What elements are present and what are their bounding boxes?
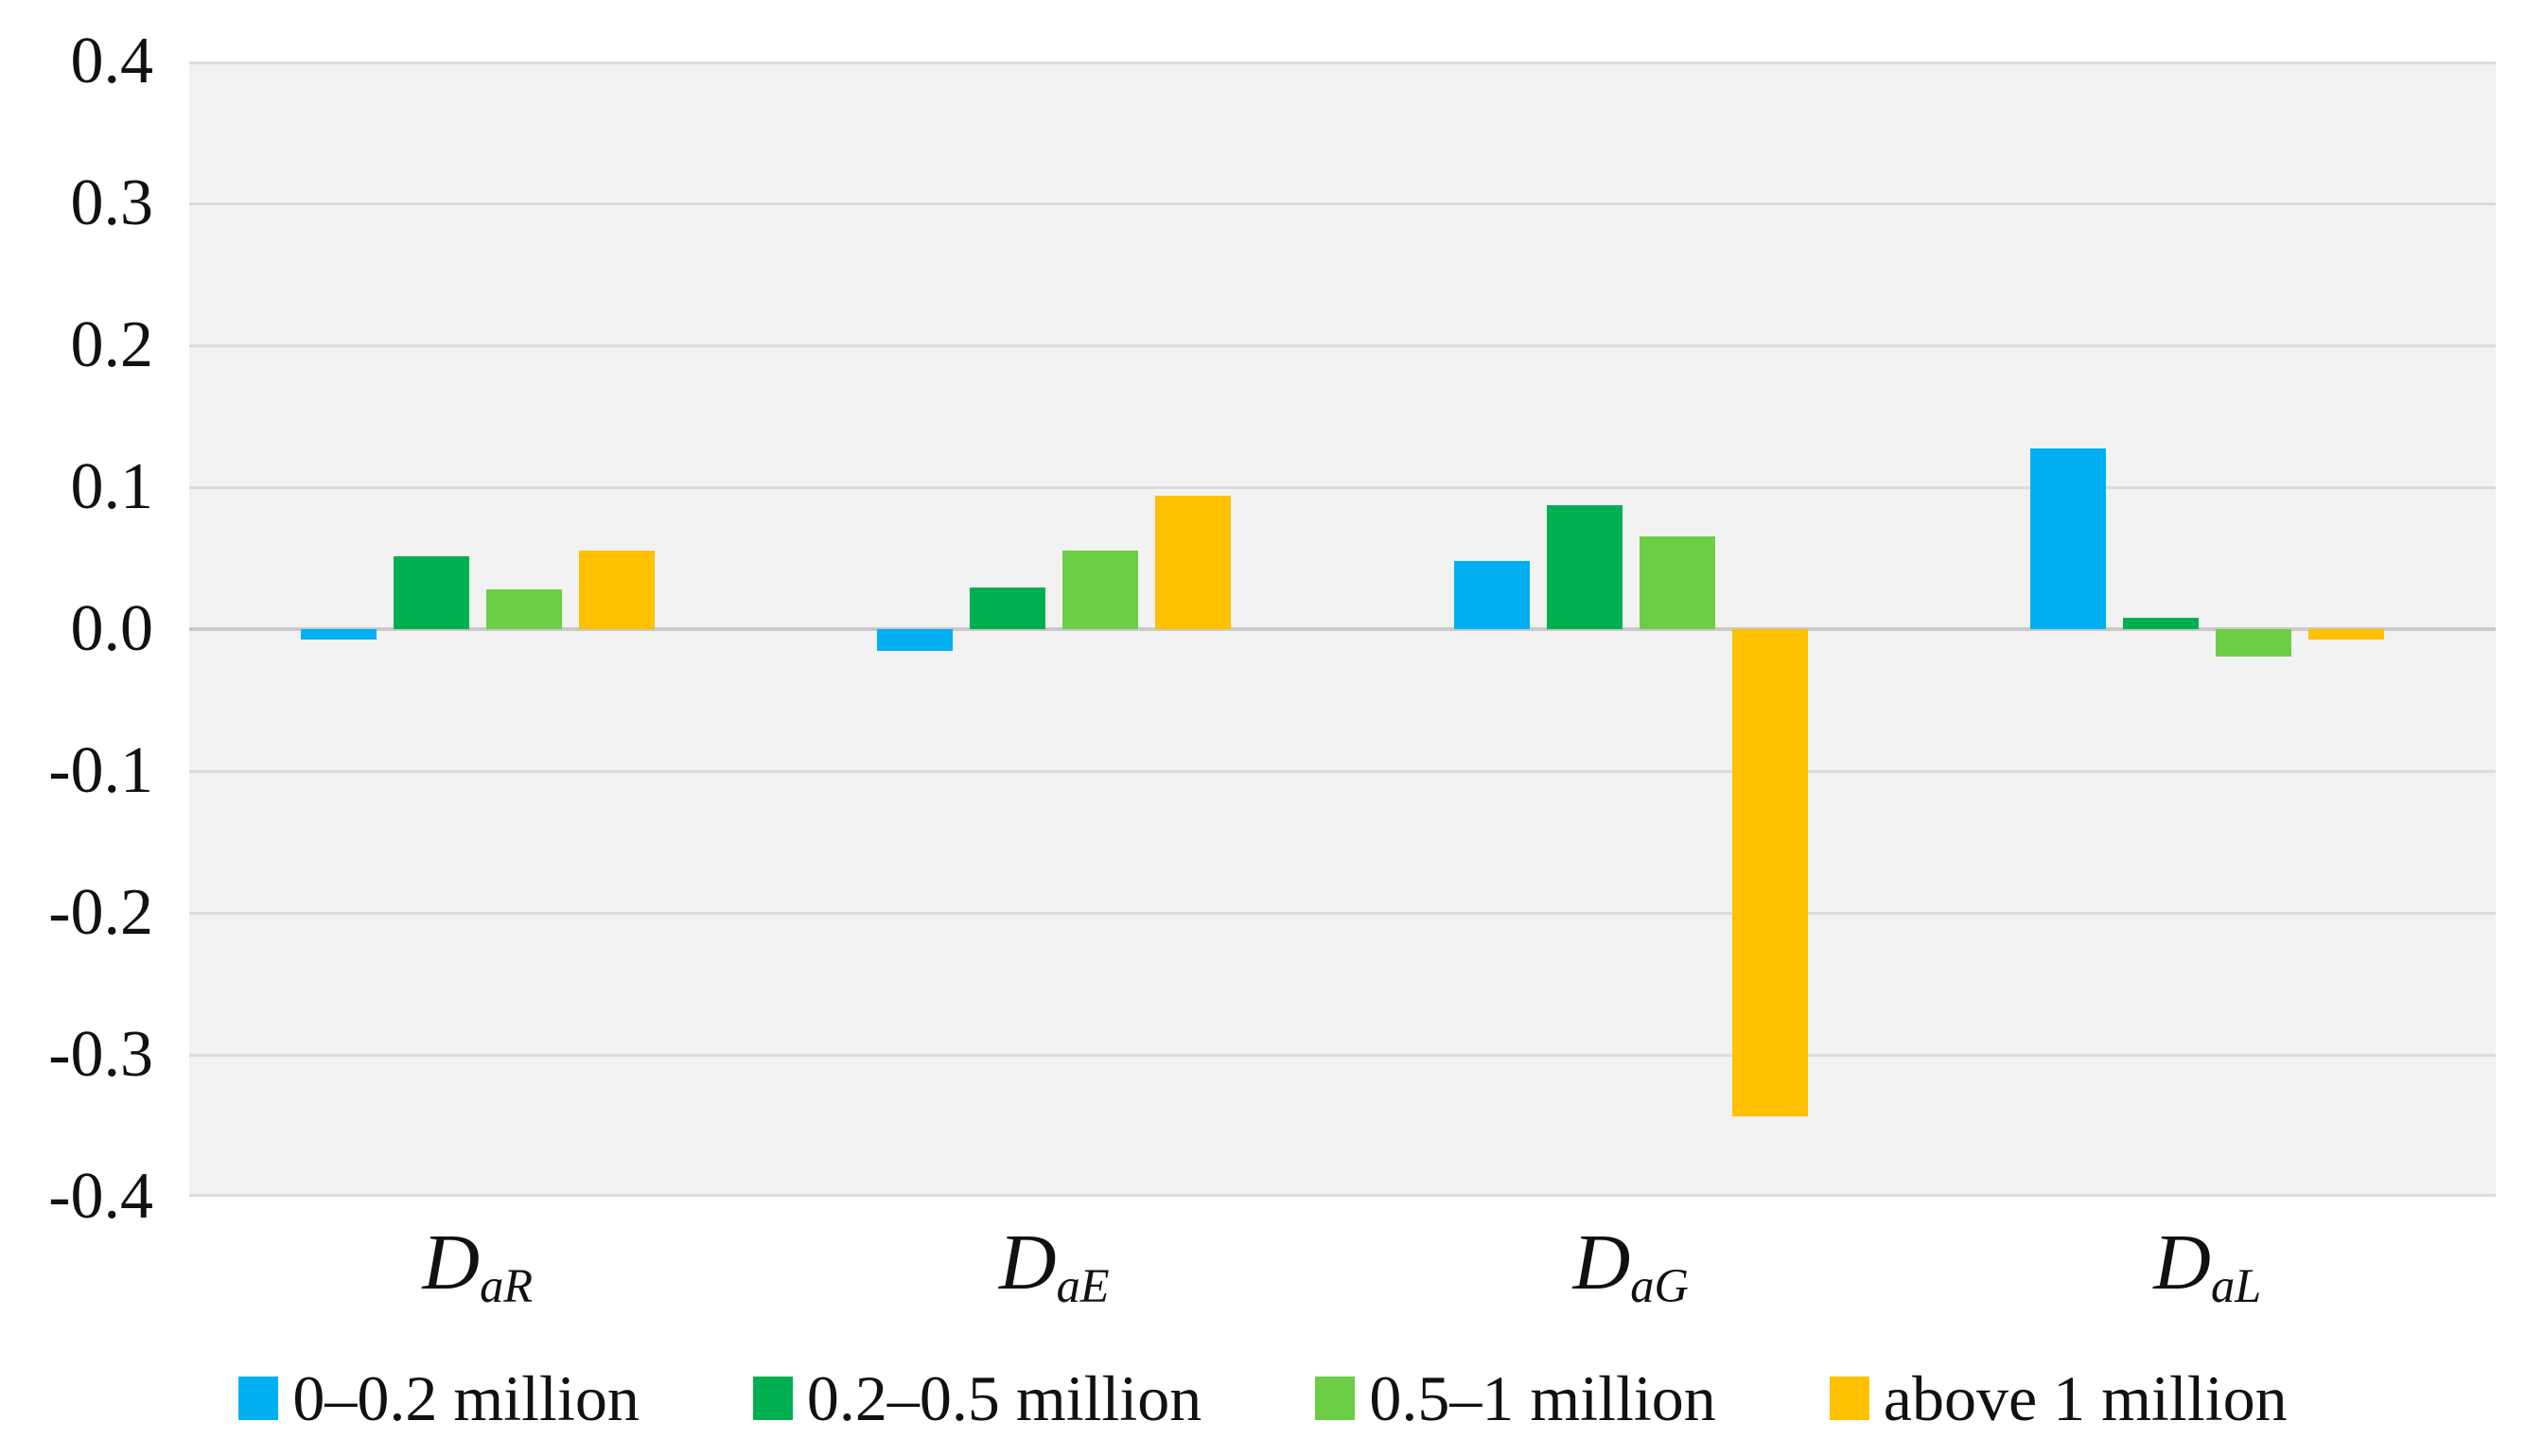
legend-label: 0–0.2 million <box>292 1362 640 1434</box>
x-axis-category-label: DaR <box>422 1223 533 1310</box>
y-axis-tick-label: 0.4 <box>70 25 154 97</box>
legend-swatch <box>238 1377 279 1420</box>
x-axis-category-label: DaG <box>1573 1223 1689 1310</box>
plot-area <box>189 61 2496 1197</box>
y-axis-tick-label: 0.2 <box>70 308 154 381</box>
bar-series2-cat3 <box>1547 505 1623 629</box>
gridline <box>189 485 2496 489</box>
zero-gridline <box>189 627 2496 631</box>
bar-series2-cat4 <box>2123 618 2199 629</box>
legend-label: 0.2–0.5 million <box>806 1362 1202 1434</box>
y-axis-tick-label: -0.4 <box>48 1160 153 1233</box>
bar-series4-cat1 <box>579 551 655 629</box>
bar-series1-cat1 <box>301 629 377 640</box>
category-label-subscript: aG <box>1630 1259 1689 1313</box>
legend-item: 0.5–1 million <box>1315 1362 1716 1434</box>
y-axis: 0.4 0.3 0.2 0.1 0.0 -0.1 -0.2 -0.3 -0.4 <box>0 28 168 1230</box>
gridline <box>189 911 2496 915</box>
bar-series3-cat2 <box>1062 551 1138 629</box>
bar-series1-cat4 <box>2030 448 2106 629</box>
legend-swatch <box>1829 1377 1869 1420</box>
y-axis-tick-label: -0.3 <box>48 1018 153 1091</box>
category-label-base: D <box>1572 1219 1631 1307</box>
legend-item: above 1 million <box>1829 1362 2288 1434</box>
gridline <box>189 1053 2496 1057</box>
bar-series4-cat4 <box>2308 629 2384 640</box>
legend-label: 0.5–1 million <box>1369 1362 1716 1434</box>
y-axis-tick-label: 0.1 <box>70 450 154 523</box>
category-label-base: D <box>2153 1219 2211 1307</box>
gridline <box>189 1194 2496 1197</box>
bar-series1-cat3 <box>1454 561 1530 629</box>
y-axis-tick-label: -0.1 <box>48 734 153 807</box>
gridline <box>189 343 2496 347</box>
category-label-subscript: aE <box>1056 1259 1110 1313</box>
bar-series3-cat1 <box>486 589 562 629</box>
bar-series4-cat3 <box>1732 629 1808 1116</box>
bar-series2-cat1 <box>394 556 469 629</box>
bar-series3-cat4 <box>2216 629 2291 657</box>
y-axis-tick-label: 0.3 <box>70 167 154 239</box>
legend-swatch <box>752 1377 793 1420</box>
category-label-base: D <box>998 1219 1057 1307</box>
category-label-base: D <box>422 1219 481 1307</box>
gridline <box>189 61 2496 64</box>
bar-series3-cat3 <box>1640 536 1715 629</box>
legend-item: 0.2–0.5 million <box>752 1362 1202 1434</box>
x-axis-category-label: DaE <box>999 1223 1110 1310</box>
category-label-subscript: aR <box>480 1259 534 1313</box>
legend: 0–0.2 million 0.2–0.5 million 0.5–1 millio… <box>0 1351 2526 1446</box>
bar-series4-cat2 <box>1155 496 1231 629</box>
x-axis: DaR DaE DaG DaL <box>189 1197 2496 1358</box>
bar-series2-cat2 <box>970 588 1045 629</box>
y-axis-tick-label: -0.2 <box>48 876 153 949</box>
legend-swatch <box>1315 1377 1356 1420</box>
y-axis-tick-label: 0.0 <box>70 592 154 665</box>
gridline <box>189 769 2496 773</box>
legend-label: above 1 million <box>1883 1362 2288 1434</box>
gridline <box>189 202 2496 205</box>
legend-item: 0–0.2 million <box>238 1362 640 1434</box>
bar-series1-cat2 <box>877 629 953 651</box>
category-label-subscript: aL <box>2210 1259 2262 1313</box>
x-axis-category-label: DaL <box>2153 1223 2261 1310</box>
